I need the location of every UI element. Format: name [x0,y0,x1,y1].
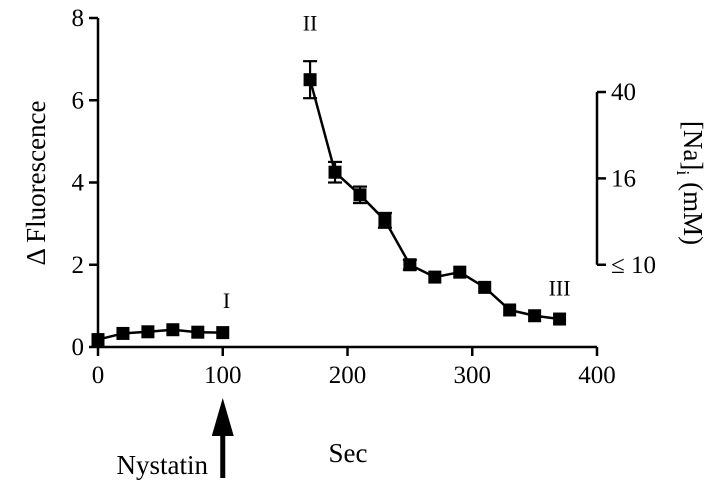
arrow-head [211,398,234,436]
y-axis: 0 2 4 6 8 [72,5,100,361]
data-point [141,325,155,339]
nystatin-marker: Nystatin [117,398,234,480]
data-point [378,213,392,227]
series-fluorescence [91,60,567,347]
data-point [328,165,342,179]
y-tick-label: 8 [72,5,85,32]
data-point [216,326,230,340]
x-tick-label: 0 [92,362,105,389]
data-point [528,309,542,323]
x-axis-title: Sec [329,438,368,468]
y2-axis-title: [Na]i (mM) [673,121,708,245]
annotation-label: III [549,276,571,301]
data-point [116,326,130,340]
y-tick-label: 4 [72,170,85,197]
arrow-up-icon [211,398,234,478]
data-point [403,258,417,272]
data-point [503,303,517,317]
annotation-label: I [223,288,230,313]
y2-tick-label: 16 [611,165,636,192]
data-point [453,265,467,279]
y-axis-title: Δ Fluorescence [21,100,51,265]
y2-tick-label: 40 [611,79,636,106]
y2-tick-label: ≤ 10 [611,252,656,279]
x-tick-label: 200 [329,362,367,389]
data-point [553,312,567,326]
data-point [353,188,367,202]
data-point [191,325,205,339]
data-point [303,73,317,87]
y-tick-label: 2 [72,252,85,279]
nystatin-label: Nystatin [117,450,209,480]
y2-axis: 40 16 ≤ 10 [595,79,656,279]
x-tick-label: 400 [578,362,616,389]
data-point [478,280,492,294]
data-point [428,270,442,284]
x-tick-label: 300 [454,362,492,389]
y-tick-label: 6 [72,87,85,114]
x-axis: 0 100 200 300 400 [92,345,616,389]
x-tick-label: 100 [204,362,242,389]
annotation-label: II [303,10,318,35]
y-tick-label: 0 [72,334,85,361]
data-point [166,323,180,337]
data-point [91,333,105,347]
